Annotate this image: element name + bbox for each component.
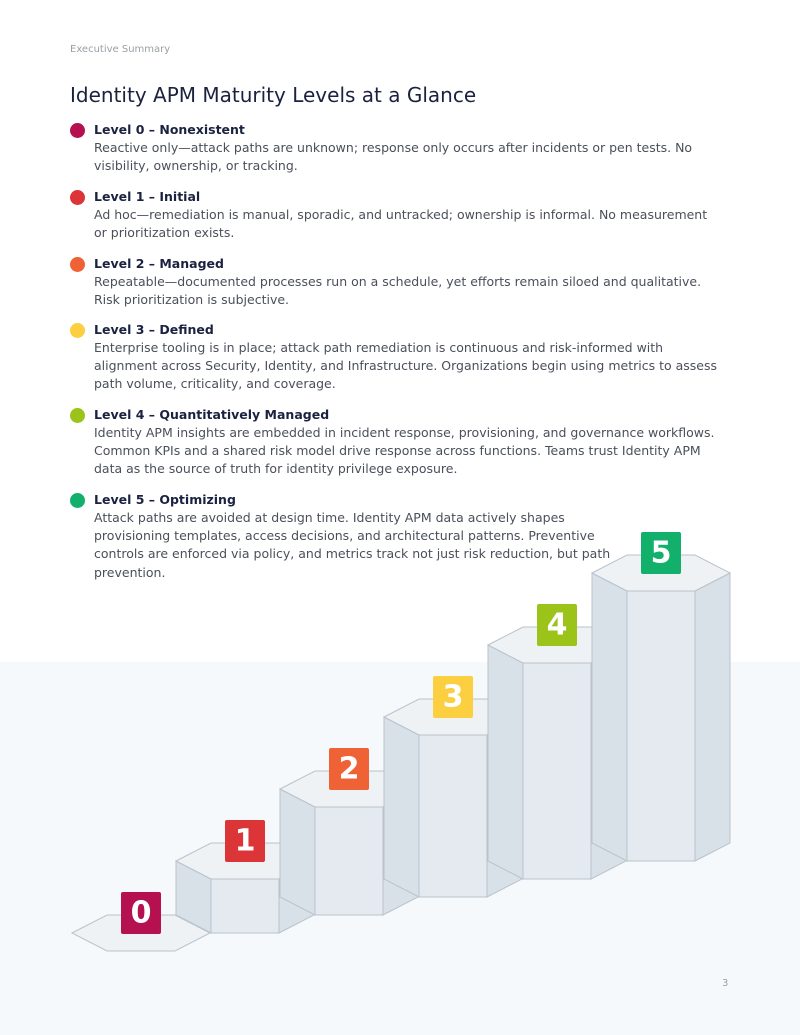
level-heading: Level 2 – Managed: [94, 256, 224, 271]
level-badge: [433, 676, 473, 718]
level-heading: Level 5 – Optimizing: [94, 492, 236, 507]
level-heading: Level 1 – Initial: [94, 189, 201, 204]
level-dot: [70, 493, 85, 508]
level-item: Level 3 – Defined Enterprise tooling is i…: [70, 321, 720, 394]
level-badge-number: 0: [131, 896, 152, 931]
pillar-front: [314, 806, 384, 916]
pillar-side: [694, 572, 731, 862]
level-description: Identity APM insights are embedded in in…: [94, 425, 715, 477]
pillar-front: [210, 878, 280, 934]
level-badge: [121, 892, 161, 934]
level-dot: [70, 123, 85, 138]
pillar-side: [591, 572, 628, 862]
level-badge-number: 2: [339, 752, 360, 787]
level-item: Level 0 – Nonexistent Reactive only—attac…: [70, 121, 720, 175]
level-item: Level 1 – Initial Ad hoc—remediation is m…: [70, 188, 720, 242]
level-badge-number: 4: [547, 608, 568, 643]
level-item: Level 5 – Optimizing Attack paths are avo…: [70, 491, 630, 582]
level-badge: [329, 748, 369, 790]
level-item: Level 2 – Managed Repeatable—documented p…: [70, 255, 720, 309]
level-heading: Level 0 – Nonexistent: [94, 122, 245, 137]
pillar-side: [279, 788, 316, 916]
page-number: 3: [722, 978, 729, 989]
level-dot: [70, 408, 85, 423]
level-description: Enterprise tooling is in place; attack p…: [94, 340, 717, 392]
level-badge: [225, 820, 265, 862]
level-description: Ad hoc—remediation is manual, sporadic, …: [94, 207, 708, 241]
level-badge-number: 3: [443, 680, 464, 715]
level-dot: [70, 190, 85, 205]
level-description: Repeatable—documented processes run on a…: [94, 274, 702, 308]
level-item: Level 4 – Quantitatively Managed Identity…: [70, 406, 720, 479]
pillar-front: [626, 590, 696, 862]
section-label: Executive Summary: [70, 44, 171, 55]
level-dot: [70, 257, 85, 272]
level-heading: Level 3 – Defined: [94, 322, 214, 337]
level-badge-number: 1: [235, 824, 256, 859]
level-description: Reactive only—attack paths are unknown; …: [94, 140, 693, 174]
pillar-front: [522, 662, 592, 880]
level-badge: [537, 604, 577, 646]
level-badge-number: 5: [651, 536, 672, 571]
page-title: Identity APM Maturity Levels at a Glance: [70, 83, 477, 107]
pillar-front: [418, 734, 488, 898]
pillar-side: [383, 716, 420, 898]
level-badge: [641, 532, 681, 574]
level-dot: [70, 323, 85, 338]
level-description: Attack paths are avoided at design time.…: [94, 510, 611, 580]
level-heading: Level 4 – Quantitatively Managed: [94, 407, 330, 422]
pillar-side: [487, 644, 524, 880]
